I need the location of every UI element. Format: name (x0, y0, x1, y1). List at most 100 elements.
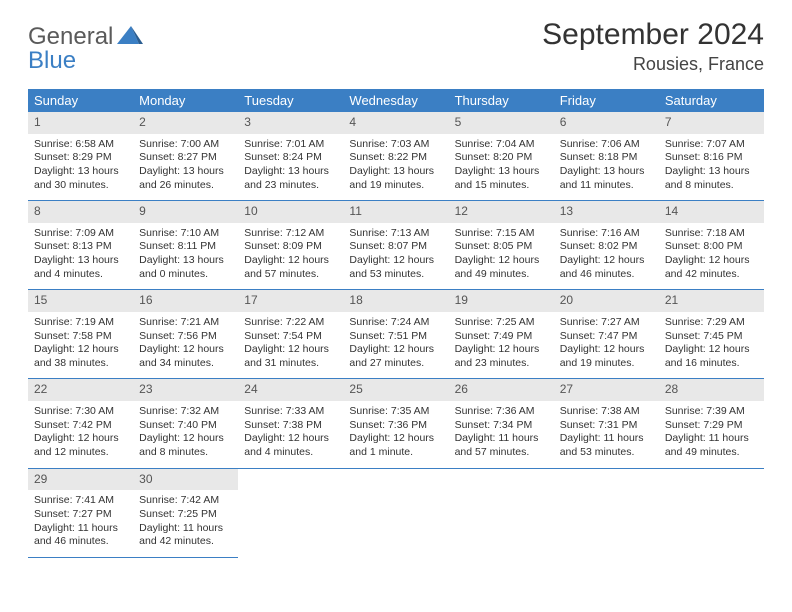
sunrise-text: Sunrise: 7:15 AM (455, 227, 548, 241)
sunset-text: Sunset: 8:16 PM (665, 151, 758, 165)
day-number: 15 (28, 290, 133, 312)
calendar-body: 1Sunrise: 6:58 AMSunset: 8:29 PMDaylight… (28, 112, 764, 557)
calendar-week: 8Sunrise: 7:09 AMSunset: 8:13 PMDaylight… (28, 201, 764, 290)
header: General Blue September 2024 Rousies, Fra… (28, 18, 764, 75)
sunrise-text: Sunrise: 7:41 AM (34, 494, 127, 508)
daylight-text: Daylight: 12 hours and 16 minutes. (665, 343, 758, 370)
sunrise-text: Sunrise: 7:29 AM (665, 316, 758, 330)
daylight-text: Daylight: 13 hours and 8 minutes. (665, 165, 758, 192)
day-body: Sunrise: 7:41 AMSunset: 7:27 PMDaylight:… (28, 490, 133, 557)
day-number: 22 (28, 379, 133, 401)
calendar-cell: 30Sunrise: 7:42 AMSunset: 7:25 PMDayligh… (133, 468, 238, 557)
daylight-text: Daylight: 13 hours and 0 minutes. (139, 254, 232, 281)
calendar-cell: 29Sunrise: 7:41 AMSunset: 7:27 PMDayligh… (28, 468, 133, 557)
sunset-text: Sunset: 8:11 PM (139, 240, 232, 254)
daylight-text: Daylight: 12 hours and 12 minutes. (34, 432, 127, 459)
calendar-table: SundayMondayTuesdayWednesdayThursdayFrid… (28, 89, 764, 558)
daylight-text: Daylight: 12 hours and 31 minutes. (244, 343, 337, 370)
day-number: 30 (133, 469, 238, 491)
day-body: Sunrise: 7:07 AMSunset: 8:16 PMDaylight:… (659, 134, 764, 201)
calendar-week: 29Sunrise: 7:41 AMSunset: 7:27 PMDayligh… (28, 468, 764, 557)
calendar-cell (554, 468, 659, 557)
calendar-head: SundayMondayTuesdayWednesdayThursdayFrid… (28, 89, 764, 112)
sunset-text: Sunset: 8:07 PM (349, 240, 442, 254)
calendar-cell: 23Sunrise: 7:32 AMSunset: 7:40 PMDayligh… (133, 379, 238, 468)
calendar-cell: 16Sunrise: 7:21 AMSunset: 7:56 PMDayligh… (133, 290, 238, 379)
calendar-cell: 26Sunrise: 7:36 AMSunset: 7:34 PMDayligh… (449, 379, 554, 468)
sunrise-text: Sunrise: 7:39 AM (665, 405, 758, 419)
sunset-text: Sunset: 7:45 PM (665, 330, 758, 344)
day-number: 8 (28, 201, 133, 223)
daylight-text: Daylight: 12 hours and 27 minutes. (349, 343, 442, 370)
sunset-text: Sunset: 7:58 PM (34, 330, 127, 344)
day-body: Sunrise: 7:16 AMSunset: 8:02 PMDaylight:… (554, 223, 659, 290)
sunset-text: Sunset: 7:27 PM (34, 508, 127, 522)
calendar-cell: 22Sunrise: 7:30 AMSunset: 7:42 PMDayligh… (28, 379, 133, 468)
day-number: 28 (659, 379, 764, 401)
sunset-text: Sunset: 7:47 PM (560, 330, 653, 344)
day-body: Sunrise: 7:36 AMSunset: 7:34 PMDaylight:… (449, 401, 554, 468)
sunrise-text: Sunrise: 7:01 AM (244, 138, 337, 152)
weekday-header: Thursday (449, 89, 554, 112)
sunset-text: Sunset: 7:49 PM (455, 330, 548, 344)
daylight-text: Daylight: 12 hours and 19 minutes. (560, 343, 653, 370)
daylight-text: Daylight: 13 hours and 15 minutes. (455, 165, 548, 192)
daylight-text: Daylight: 11 hours and 53 minutes. (560, 432, 653, 459)
weekday-header: Wednesday (343, 89, 448, 112)
calendar-cell: 12Sunrise: 7:15 AMSunset: 8:05 PMDayligh… (449, 201, 554, 290)
title-block: September 2024 Rousies, France (542, 18, 764, 75)
day-body: Sunrise: 7:42 AMSunset: 7:25 PMDaylight:… (133, 490, 238, 557)
sunset-text: Sunset: 7:36 PM (349, 419, 442, 433)
sunrise-text: Sunrise: 7:19 AM (34, 316, 127, 330)
logo: General Blue (28, 18, 143, 73)
day-number: 17 (238, 290, 343, 312)
sunrise-text: Sunrise: 7:35 AM (349, 405, 442, 419)
location: Rousies, France (542, 54, 764, 75)
sunset-text: Sunset: 7:34 PM (455, 419, 548, 433)
calendar-cell: 6Sunrise: 7:06 AMSunset: 8:18 PMDaylight… (554, 112, 659, 201)
sunrise-text: Sunrise: 7:07 AM (665, 138, 758, 152)
day-body: Sunrise: 7:06 AMSunset: 8:18 PMDaylight:… (554, 134, 659, 201)
day-body: Sunrise: 7:15 AMSunset: 8:05 PMDaylight:… (449, 223, 554, 290)
daylight-text: Daylight: 12 hours and 1 minute. (349, 432, 442, 459)
calendar-cell: 19Sunrise: 7:25 AMSunset: 7:49 PMDayligh… (449, 290, 554, 379)
sunrise-text: Sunrise: 7:38 AM (560, 405, 653, 419)
daylight-text: Daylight: 12 hours and 42 minutes. (665, 254, 758, 281)
day-body: Sunrise: 7:13 AMSunset: 8:07 PMDaylight:… (343, 223, 448, 290)
daylight-text: Daylight: 13 hours and 26 minutes. (139, 165, 232, 192)
logo-line2: Blue (28, 47, 76, 74)
day-number: 2 (133, 112, 238, 134)
day-number: 5 (449, 112, 554, 134)
daylight-text: Daylight: 12 hours and 53 minutes. (349, 254, 442, 281)
day-body: Sunrise: 7:12 AMSunset: 8:09 PMDaylight:… (238, 223, 343, 290)
day-number: 18 (343, 290, 448, 312)
calendar-cell (238, 468, 343, 557)
sunrise-text: Sunrise: 7:27 AM (560, 316, 653, 330)
logo-line1: General (28, 23, 113, 50)
day-number: 12 (449, 201, 554, 223)
day-body: Sunrise: 7:39 AMSunset: 7:29 PMDaylight:… (659, 401, 764, 468)
sunset-text: Sunset: 7:42 PM (34, 419, 127, 433)
day-number: 26 (449, 379, 554, 401)
weekday-row: SundayMondayTuesdayWednesdayThursdayFrid… (28, 89, 764, 112)
sunset-text: Sunset: 8:05 PM (455, 240, 548, 254)
sunset-text: Sunset: 8:02 PM (560, 240, 653, 254)
sunset-text: Sunset: 8:13 PM (34, 240, 127, 254)
day-number: 24 (238, 379, 343, 401)
calendar-cell (343, 468, 448, 557)
sunset-text: Sunset: 8:18 PM (560, 151, 653, 165)
daylight-text: Daylight: 12 hours and 57 minutes. (244, 254, 337, 281)
daylight-text: Daylight: 13 hours and 11 minutes. (560, 165, 653, 192)
day-body: Sunrise: 7:24 AMSunset: 7:51 PMDaylight:… (343, 312, 448, 379)
daylight-text: Daylight: 12 hours and 46 minutes. (560, 254, 653, 281)
sunrise-text: Sunrise: 7:04 AM (455, 138, 548, 152)
day-number: 9 (133, 201, 238, 223)
sunset-text: Sunset: 7:38 PM (244, 419, 337, 433)
daylight-text: Daylight: 12 hours and 23 minutes. (455, 343, 548, 370)
day-body: Sunrise: 7:21 AMSunset: 7:56 PMDaylight:… (133, 312, 238, 379)
calendar-cell: 27Sunrise: 7:38 AMSunset: 7:31 PMDayligh… (554, 379, 659, 468)
calendar-cell: 7Sunrise: 7:07 AMSunset: 8:16 PMDaylight… (659, 112, 764, 201)
calendar-cell: 25Sunrise: 7:35 AMSunset: 7:36 PMDayligh… (343, 379, 448, 468)
sunrise-text: Sunrise: 7:18 AM (665, 227, 758, 241)
calendar-cell: 20Sunrise: 7:27 AMSunset: 7:47 PMDayligh… (554, 290, 659, 379)
